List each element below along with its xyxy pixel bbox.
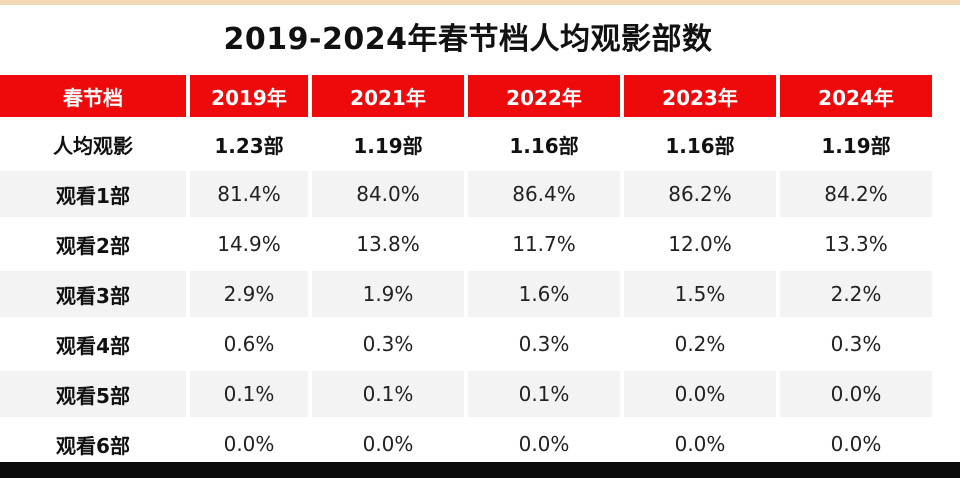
table-cell: 2.2% (780, 271, 932, 317)
table-cell: 1.5% (624, 271, 776, 317)
table-cell: 84.2% (780, 171, 932, 217)
data-table: 春节档 2019年 2021年 2022年 2023年 2024年 人均观影 1… (0, 71, 936, 471)
header-cell: 2021年 (312, 75, 464, 117)
table-cell: 0.0% (624, 371, 776, 417)
table-cell: 0.0% (190, 421, 308, 467)
header-cell: 2022年 (468, 75, 620, 117)
row-label: 观看1部 (0, 171, 186, 217)
table-cell: 0.1% (468, 371, 620, 417)
table-cell: 0.0% (780, 421, 932, 467)
table-cell: 1.9% (312, 271, 464, 317)
row-label: 观看2部 (0, 221, 186, 267)
table-row: 观看3部 2.9% 1.9% 1.6% 1.5% 2.2% (0, 271, 932, 317)
table-cell: 13.8% (312, 221, 464, 267)
table-cell: 1.23部 (190, 121, 308, 167)
header-cell: 春节档 (0, 75, 186, 117)
table-row: 观看2部 14.9% 13.8% 11.7% 12.0% 13.3% (0, 221, 932, 267)
table-cell: 12.0% (624, 221, 776, 267)
table-cell: 0.3% (468, 321, 620, 367)
table-row: 观看1部 81.4% 84.0% 86.4% 86.2% 84.2% (0, 171, 932, 217)
header-row: 春节档 2019年 2021年 2022年 2023年 2024年 (0, 75, 932, 117)
chart-title: 2019-2024年春节档人均观影部数 (223, 22, 713, 57)
table-row: 人均观影 1.23部 1.19部 1.16部 1.16部 1.19部 (0, 121, 932, 167)
table-cell: 0.2% (624, 321, 776, 367)
row-label: 观看4部 (0, 321, 186, 367)
table-cell: 0.0% (780, 371, 932, 417)
table-cell: 81.4% (190, 171, 308, 217)
table-cell: 0.1% (190, 371, 308, 417)
table-cell: 1.6% (468, 271, 620, 317)
table-row: 观看6部 0.0% 0.0% 0.0% 0.0% 0.0% (0, 421, 932, 467)
table-cell: 0.1% (312, 371, 464, 417)
table-row: 观看5部 0.1% 0.1% 0.1% 0.0% 0.0% (0, 371, 932, 417)
table-cell: 13.3% (780, 221, 932, 267)
table-cell: 2.9% (190, 271, 308, 317)
bottom-border-bar (0, 462, 960, 478)
table-cell: 0.3% (312, 321, 464, 367)
header-cell: 2024年 (780, 75, 932, 117)
table-cell: 0.6% (190, 321, 308, 367)
row-label: 观看5部 (0, 371, 186, 417)
row-label: 观看3部 (0, 271, 186, 317)
table-cell: 0.0% (468, 421, 620, 467)
row-label: 观看6部 (0, 421, 186, 467)
table-cell: 11.7% (468, 221, 620, 267)
table-cell: 86.2% (624, 171, 776, 217)
table-cell: 1.16部 (468, 121, 620, 167)
table-cell: 1.19部 (312, 121, 464, 167)
table-cell: 86.4% (468, 171, 620, 217)
header-cell: 2019年 (190, 75, 308, 117)
table-cell: 1.19部 (780, 121, 932, 167)
top-border-strip (0, 0, 960, 5)
row-label: 人均观影 (0, 121, 186, 167)
table-cell: 14.9% (190, 221, 308, 267)
table-cell: 0.0% (624, 421, 776, 467)
header-cell: 2023年 (624, 75, 776, 117)
table-cell: 1.16部 (624, 121, 776, 167)
table-row: 观看4部 0.6% 0.3% 0.3% 0.2% 0.3% (0, 321, 932, 367)
table-cell: 0.0% (312, 421, 464, 467)
table-cell: 0.3% (780, 321, 932, 367)
table-cell: 84.0% (312, 171, 464, 217)
